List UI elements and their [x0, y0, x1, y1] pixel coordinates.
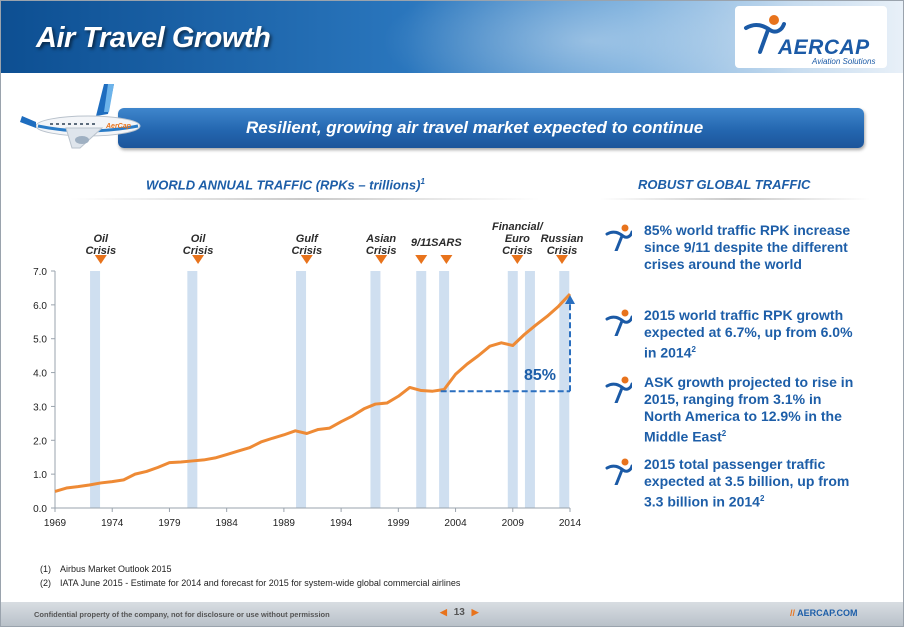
x-tick-label: 1969: [44, 518, 67, 529]
crisis-label: Asian: [365, 233, 396, 245]
x-tick-label: 1979: [158, 518, 181, 529]
crisis-label: Oil: [93, 233, 109, 245]
crisis-label: Crisis: [85, 245, 116, 257]
crisis-label: Crisis: [547, 245, 578, 257]
banner-text: Resilient, growing air travel market exp…: [246, 118, 704, 137]
crisis-band-8: [559, 271, 570, 508]
airplane-icon: AerCap: [20, 84, 141, 149]
crisis-label: Gulf: [296, 233, 319, 245]
page-number: ◀ 13 ▶: [440, 607, 479, 618]
crisis-band-0: [90, 271, 101, 508]
crisis-marker-icon: [511, 255, 524, 264]
y-tick-label: 5.0: [33, 335, 47, 346]
message-banner: [118, 108, 864, 148]
crisis-marker-icon: [440, 255, 453, 264]
crisis-label: 9/11: [411, 237, 432, 249]
bullet-1: 85% world traffic RPK increase since 9/1…: [644, 222, 859, 273]
logo-tagline: Aviation Solutions: [812, 57, 876, 66]
bullet-4: 2015 total passenger traffic expected at…: [644, 456, 859, 511]
crisis-label: Crisis: [502, 245, 533, 257]
right-heading: ROBUST GLOBAL TRAFFIC: [638, 177, 811, 192]
crisis-marker-icon: [300, 255, 313, 264]
x-tick-label: 1984: [216, 518, 239, 529]
y-tick-label: 4.0: [33, 369, 47, 380]
y-tick-label: 7.0: [33, 267, 47, 278]
crisis-marker-icon: [94, 255, 107, 264]
bullet-2: 2015 world traffic RPK growth expected a…: [644, 307, 859, 362]
crisis-marker-icon: [192, 255, 205, 264]
crisis-band-3: [370, 271, 381, 508]
traffic-line-chart: 0.0 1.0 2.0 3.0 4.0 5.0 6.0 7.0 1969 1974 1979 1984…: [33, 221, 584, 529]
crisis-label: Oil: [191, 233, 207, 245]
growth-label: 85%: [524, 367, 556, 384]
crisis-label: Euro: [505, 233, 530, 245]
crisis-band-7: [524, 271, 535, 508]
crisis-label: SARS: [431, 237, 462, 249]
crisis-marker-icon: [375, 255, 388, 264]
confidential-notice: Confidential property of the company, no…: [34, 610, 330, 619]
growth-arrow-icon: [565, 295, 575, 305]
crisis-marker-icon: [415, 255, 428, 264]
rpk-series-line: [54, 292, 572, 493]
bullet-footnote-ref: 2: [721, 429, 727, 438]
logo-panel: [735, 6, 887, 68]
prev-arrow-icon[interactable]: ◀: [440, 607, 447, 617]
crisis-band-2: [296, 271, 307, 508]
bullet-footnote-ref: 2: [691, 345, 696, 354]
x-tick-label: 2004: [444, 518, 467, 529]
bullet-footnote-ref: 2: [759, 494, 765, 503]
crisis-label: Financial/: [492, 221, 545, 233]
crisis-label: Crisis: [291, 245, 322, 257]
x-tick-label: 1999: [387, 518, 410, 529]
chart-heading: WORLD ANNUAL TRAFFIC (RPKs – trillions)1: [146, 177, 425, 193]
y-tick-label: 1.0: [33, 470, 47, 481]
crisis-band-6: [507, 271, 518, 508]
bullet-text: 2015 world traffic RPK growth expected a…: [644, 307, 853, 361]
slide-footer: [1, 602, 903, 626]
header-sheen: [381, 1, 801, 73]
aercap-bullet-icon: [605, 376, 632, 403]
y-tick-label: 0.0: [33, 504, 47, 515]
bullet-text: 85% world traffic RPK increase since 9/1…: [644, 222, 851, 272]
crisis-band-1: [187, 271, 198, 508]
aercap-bullet-icon: [605, 458, 632, 485]
crisis-label: Crisis: [183, 245, 214, 257]
chart-heading-rule: [70, 198, 540, 200]
slide-title: Air Travel Growth: [36, 22, 271, 54]
y-tick-label: 6.0: [33, 301, 47, 312]
right-heading-rule: [600, 198, 870, 200]
x-tick-label: 1974: [101, 518, 124, 529]
svg-text:AerCap: AerCap: [105, 123, 132, 130]
aercap-logo-icon: [744, 15, 786, 54]
footnote-2: (2) IATA June 2015 - Estimate for 2014 an…: [40, 578, 461, 588]
crisis-label: Crisis: [366, 245, 397, 257]
x-tick-label: 1994: [330, 518, 353, 529]
footnote-1: (1) Airbus Market Outlook 2015: [40, 564, 172, 574]
bullet-3: ASK growth projected to rise in 2015, ra…: [644, 374, 859, 446]
x-tick-label: 2014: [559, 518, 582, 529]
crisis-marker-icon: [555, 255, 568, 264]
x-tick-label: 1989: [273, 518, 296, 529]
bullet-text: 2015 total passenger traffic expected at…: [644, 456, 850, 510]
aercap-bullet-icon: [605, 224, 632, 251]
x-tick-label: 2009: [502, 518, 525, 529]
crisis-label: Russian: [541, 233, 584, 245]
aercap-bullet-icon: [605, 309, 632, 336]
logo-wordmark: AERCAP: [778, 36, 870, 59]
next-arrow-icon[interactable]: ▶: [471, 607, 479, 617]
footer-website[interactable]: // AERCAP.COM: [790, 608, 858, 618]
bullet-text: ASK growth projected to rise in 2015, ra…: [644, 374, 854, 445]
y-tick-label: 3.0: [33, 402, 47, 413]
y-tick-label: 2.0: [33, 436, 47, 447]
